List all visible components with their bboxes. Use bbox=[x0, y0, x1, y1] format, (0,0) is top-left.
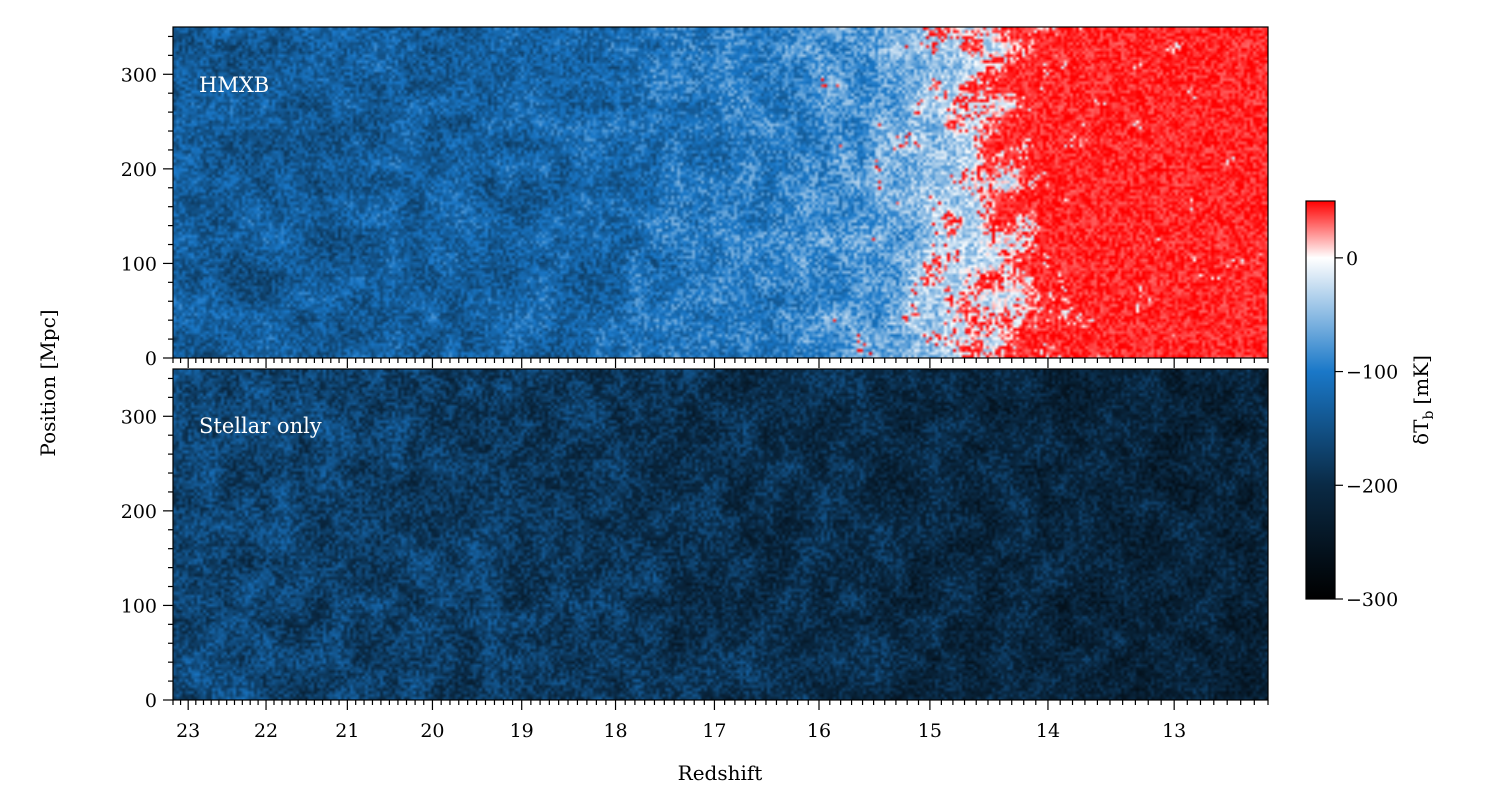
y-tick-label: 300 bbox=[121, 406, 157, 428]
colorbar: 0 −100 −200 −300 δTb [mK] bbox=[1305, 200, 1437, 611]
y-tick-label: 100 bbox=[121, 253, 157, 275]
x-tick-label: 19 bbox=[510, 720, 534, 742]
x-tick-label: 13 bbox=[1162, 720, 1186, 742]
y-axis-ticks-stellar-only: 0 100 200 300 bbox=[121, 377, 173, 712]
x-tick-label: 21 bbox=[335, 720, 359, 742]
colorbar-title-subscript: b bbox=[1421, 411, 1437, 420]
colorbar-ticks: 0 −100 −200 −300 bbox=[1335, 248, 1398, 611]
x-tick-label: 17 bbox=[702, 720, 726, 742]
heatmap-image-stellar-only bbox=[173, 369, 1268, 700]
colorbar-title: δTb [mK] bbox=[1409, 355, 1437, 445]
x-tick-label: 18 bbox=[603, 720, 627, 742]
panel-frame-hmxb bbox=[172, 26, 1269, 359]
panel-stellar-only: Stellar only 0 100 200 300 23 22 21 20 19 18 17 16… bbox=[121, 368, 1269, 742]
heatmap-image-hmxb bbox=[173, 27, 1268, 358]
panel-frame-stellar-only bbox=[172, 368, 1269, 701]
y-tick-label: 0 bbox=[145, 348, 157, 370]
y-tick-label: 200 bbox=[121, 501, 157, 523]
x-tick-label: 23 bbox=[176, 720, 200, 742]
x-axis-title: Redshift bbox=[678, 761, 763, 785]
x-tick-label: 20 bbox=[420, 720, 444, 742]
y-tick-label: 100 bbox=[121, 595, 157, 617]
x-tick-label: 22 bbox=[254, 720, 278, 742]
colorbar-tick-label: 0 bbox=[1346, 248, 1358, 270]
panel-label-hmxb: HMXB bbox=[199, 73, 269, 97]
colorbar-frame bbox=[1305, 200, 1336, 600]
panel-hmxb: HMXB 0 100 200 300 bbox=[121, 26, 1269, 370]
x-axis-ticks-stellar-only: 23 22 21 20 19 18 17 16 15 14 13 bbox=[172, 700, 1269, 742]
x-tick-label: 14 bbox=[1036, 720, 1060, 742]
y-tick-label: 0 bbox=[145, 690, 157, 712]
colorbar-title-unit: [mK] bbox=[1409, 355, 1433, 405]
x-tick-label: 15 bbox=[918, 720, 942, 742]
y-axis-title: Position [Mpc] bbox=[36, 309, 60, 456]
y-tick-label: 200 bbox=[121, 159, 157, 181]
panel-label-stellar-only: Stellar only bbox=[199, 414, 322, 438]
colorbar-tick-label: −300 bbox=[1346, 589, 1398, 611]
colorbar-tick-label: −200 bbox=[1346, 475, 1398, 497]
y-axis-ticks-hmxb: 0 100 200 300 bbox=[121, 35, 173, 370]
x-axis-ticks-hmxb bbox=[172, 358, 1269, 368]
x-tick-label: 16 bbox=[807, 720, 831, 742]
y-tick-label: 300 bbox=[121, 64, 157, 86]
colorbar-title-symbol: δT bbox=[1409, 419, 1433, 445]
colorbar-tick-label: −100 bbox=[1346, 362, 1398, 384]
colorbar-bar bbox=[1306, 201, 1335, 599]
